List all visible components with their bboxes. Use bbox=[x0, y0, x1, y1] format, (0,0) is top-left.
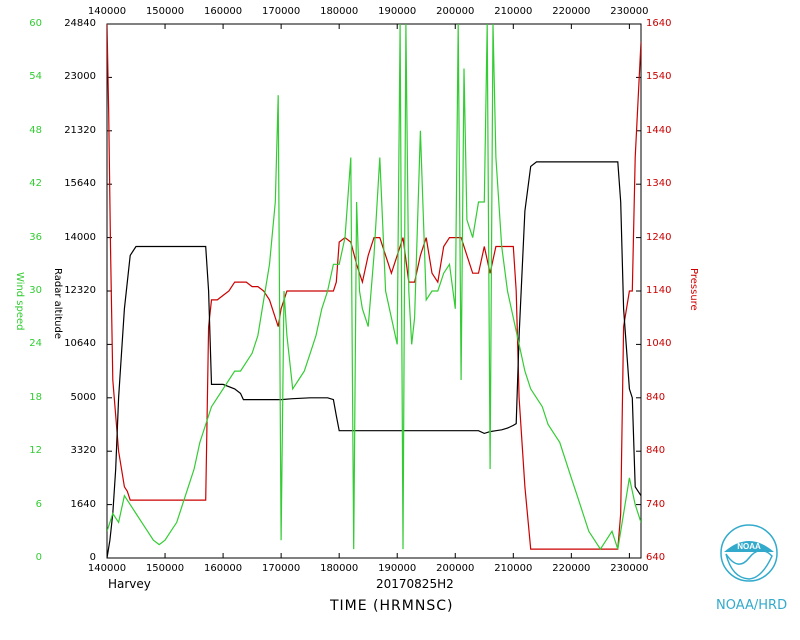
x-tick-label-top: 210000 bbox=[494, 6, 533, 17]
pressure-tick-label: 640 bbox=[646, 552, 666, 563]
altitude-tick-label: 15640 bbox=[64, 178, 96, 190]
altitude-tick-label: 10640 bbox=[64, 338, 96, 350]
pressure-tick-label: 1440 bbox=[646, 124, 672, 136]
x-tick-label-bottom: 160000 bbox=[203, 563, 243, 574]
series-line-wind bbox=[107, 24, 641, 551]
altitude-tick-label: 14000 bbox=[64, 231, 96, 243]
wind-tick-label: 24 bbox=[29, 338, 42, 350]
pressure-tick-label: 740 bbox=[646, 498, 666, 510]
x-tick-label-top: 180000 bbox=[320, 6, 359, 17]
flight-id: 20170825H2 bbox=[376, 577, 454, 591]
x-tick-label-bottom: 230000 bbox=[610, 563, 649, 574]
svg-text:NOAA: NOAA bbox=[737, 542, 761, 551]
storm-name: Harvey bbox=[108, 577, 151, 591]
x-tick-label-bottom: 140000 bbox=[87, 563, 127, 574]
altitude-tick-label: 24840 bbox=[64, 18, 96, 29]
x-tick-label-top: 170000 bbox=[262, 6, 301, 17]
x-tick-label-top: 150000 bbox=[145, 6, 185, 17]
x-tick-label-bottom: 180000 bbox=[320, 563, 359, 574]
x-tick-label-bottom: 150000 bbox=[145, 563, 185, 574]
axis-title-wind: Wind speed bbox=[14, 272, 25, 331]
pressure-tick-label: 840 bbox=[646, 391, 666, 403]
x-axis-title: TIME (HRMNSC) bbox=[330, 598, 454, 614]
tick-marks bbox=[106, 23, 641, 559]
wind-tick-label: 54 bbox=[29, 71, 42, 83]
altitude-tick-label: 0 bbox=[89, 552, 96, 563]
x-tick-label-top: 200000 bbox=[436, 6, 475, 17]
wind-tick-label: 36 bbox=[29, 231, 42, 243]
pressure-tick-label: 1340 bbox=[646, 178, 672, 190]
x-tick-label-bottom: 210000 bbox=[494, 563, 533, 574]
x-tick-label-bottom: 190000 bbox=[378, 563, 417, 574]
altitude-tick-label: 21320 bbox=[64, 124, 96, 136]
wind-tick-label: 0 bbox=[35, 552, 42, 563]
altitude-tick-label: 12320 bbox=[64, 285, 96, 296]
plot-frame bbox=[106, 23, 642, 559]
pressure-tick-label: 1540 bbox=[646, 71, 672, 83]
wind-tick-label: 6 bbox=[35, 498, 42, 510]
x-tick-label-bottom: 170000 bbox=[262, 563, 301, 574]
wind-tick-label: 48 bbox=[29, 124, 42, 136]
pressure-tick-label: 1040 bbox=[646, 338, 672, 350]
series-line-pressure bbox=[107, 24, 641, 550]
series-line-altitude bbox=[107, 161, 641, 558]
credit-text: NOAA/HRD bbox=[716, 598, 788, 613]
x-tick-label-top: 190000 bbox=[378, 6, 417, 17]
x-tick-label-bottom: 220000 bbox=[552, 563, 591, 574]
wind-tick-label: 42 bbox=[29, 178, 42, 190]
pressure-tick-label: 840 bbox=[646, 445, 666, 457]
wind-tick-label: 30 bbox=[29, 285, 42, 296]
x-tick-label-top: 160000 bbox=[203, 6, 243, 17]
axis-title-altitude: Radar altitude bbox=[52, 268, 63, 339]
x-tick-label-top: 140000 bbox=[87, 6, 127, 17]
wind-tick-label: 60 bbox=[29, 18, 42, 29]
x-tick-label-top: 230000 bbox=[610, 6, 649, 17]
wind-tick-label: 12 bbox=[29, 445, 42, 457]
x-tick-label-top: 220000 bbox=[552, 6, 591, 17]
pressure-tick-label: 1240 bbox=[646, 231, 672, 243]
x-tick-label-bottom: 200000 bbox=[436, 563, 475, 574]
pressure-tick-label: 1640 bbox=[646, 18, 672, 29]
wind-tick-label: 18 bbox=[29, 391, 42, 403]
altitude-tick-label: 3320 bbox=[70, 445, 96, 457]
altitude-tick-label: 5000 bbox=[70, 391, 96, 403]
altitude-tick-label: 23000 bbox=[64, 71, 96, 83]
axis-title-pressure: Pressure bbox=[688, 268, 699, 311]
altitude-tick-label: 1640 bbox=[70, 498, 96, 510]
pressure-tick-label: 1140 bbox=[646, 285, 672, 296]
noaa-logo: NOAA bbox=[720, 524, 778, 582]
